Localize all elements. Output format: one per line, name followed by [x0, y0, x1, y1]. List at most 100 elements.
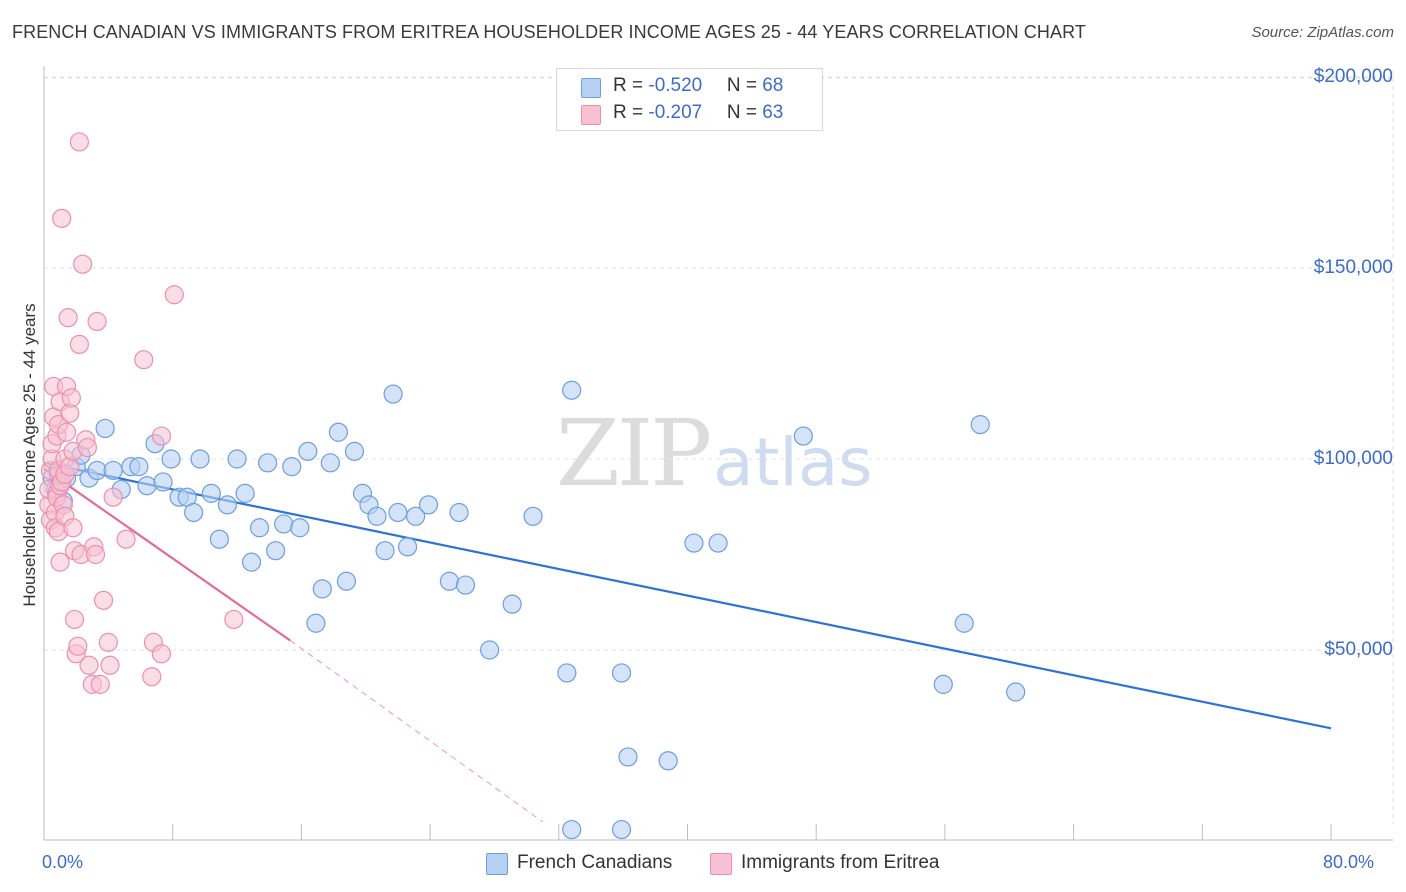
point-french-canadians [611, 819, 632, 840]
point-french-canadians [557, 663, 577, 683]
point-french-canadians [367, 506, 387, 526]
point-eritrea [58, 308, 78, 328]
y-tick-label: $50,000 [1324, 639, 1393, 660]
point-eritrea [56, 422, 77, 442]
point-french-canadians [161, 449, 181, 469]
n-value: 68 [762, 75, 784, 96]
point-french-canadians [684, 533, 704, 553]
source-note: Source: ZipAtlas.com [1251, 24, 1394, 41]
point-french-canadians [439, 571, 460, 591]
n-label: N = [726, 75, 763, 96]
point-french-canadians [103, 460, 123, 481]
point-french-canadians [562, 380, 582, 400]
point-french-canadians [328, 422, 349, 442]
point-french-canadians [954, 613, 974, 633]
point-eritrea [77, 437, 98, 458]
point-eritrea [142, 667, 162, 687]
point-eritrea [85, 544, 106, 565]
point-eritrea [73, 254, 93, 274]
point-french-canadians [388, 502, 408, 523]
chart-title: FRENCH CANADIAN VS IMMIGRANTS FROM ERITR… [12, 22, 1086, 42]
point-eritrea [52, 208, 72, 228]
trend-lines [43, 461, 1332, 823]
point-french-canadians [449, 502, 469, 523]
y-axis-label: Householder Income Ages 25 - 44 years [20, 303, 39, 607]
point-french-canadians [274, 514, 294, 534]
point-french-canadians [95, 418, 115, 439]
r-value: -0.520 [648, 75, 703, 96]
r-label: R = [613, 102, 649, 123]
r-value: -0.207 [648, 102, 703, 123]
point-eritrea [87, 311, 107, 332]
point-french-canadians [562, 819, 582, 840]
point-french-canadians [227, 449, 247, 469]
legend-label: French Canadians [517, 852, 673, 873]
trend-extension-eritrea [289, 640, 544, 823]
point-french-canadians [336, 571, 357, 591]
pink-swatch [581, 105, 601, 125]
point-french-canadians [184, 502, 204, 523]
point-french-canadians [298, 441, 318, 461]
n-value: 63 [762, 102, 784, 123]
y-tick-label: $150,000 [1313, 257, 1393, 278]
watermark: ZIPatlas [556, 400, 873, 507]
point-french-canadians [708, 533, 728, 553]
point-french-canadians [383, 384, 403, 404]
point-french-canadians [137, 476, 157, 496]
point-eritrea [64, 609, 85, 630]
data-points [39, 132, 1026, 840]
point-french-canadians [502, 594, 522, 614]
point-french-canadians [258, 453, 278, 473]
x-tick-label-max: 80.0% [1323, 852, 1375, 872]
point-french-canadians [1006, 682, 1026, 702]
legend-label: Immigrants from Eritrea [741, 852, 940, 873]
watermark-atlas: atlas [713, 424, 873, 501]
point-french-canadians [455, 575, 476, 595]
point-eritrea [50, 552, 70, 572]
n-label: N = [726, 102, 763, 123]
point-french-canadians [611, 663, 632, 683]
point-french-canadians [290, 518, 310, 538]
point-eritrea [164, 285, 184, 305]
point-french-canadians [282, 457, 302, 477]
point-french-canadians [190, 449, 210, 469]
point-french-canadians [217, 495, 237, 515]
point-eritrea [151, 426, 172, 446]
point-eritrea [79, 655, 99, 675]
point-french-canadians [209, 529, 229, 549]
point-french-canadians [87, 460, 107, 481]
point-eritrea [90, 674, 110, 694]
point-french-canadians [418, 495, 439, 515]
point-french-canadians [241, 552, 262, 572]
blue-swatch [581, 78, 601, 98]
point-french-canadians [375, 541, 395, 561]
trend-line-french-canadians [43, 461, 1332, 730]
point-eritrea [151, 644, 172, 664]
point-eritrea [69, 334, 89, 354]
point-eritrea [134, 350, 154, 370]
point-eritrea [103, 487, 123, 507]
point-eritrea [100, 655, 120, 675]
point-french-canadians [266, 541, 286, 561]
point-eritrea [63, 518, 83, 538]
point-eritrea [61, 388, 81, 408]
point-french-canadians [312, 579, 332, 599]
point-eritrea [116, 529, 136, 549]
stats-row-french-canadians: R = -0.520 N = 68 [557, 75, 822, 101]
axes [43, 66, 1393, 841]
point-french-canadians [933, 674, 953, 694]
point-french-canadians [235, 483, 255, 503]
y-tick-label: $200,000 [1313, 66, 1393, 87]
gridlines [44, 70, 1394, 824]
legend-swatch-blue [486, 853, 508, 875]
point-french-canadians [153, 472, 173, 492]
point-french-canadians [523, 506, 543, 526]
point-eritrea [69, 132, 89, 152]
trend-line-eritrea [43, 467, 291, 642]
legend-swatch-pink [710, 853, 732, 875]
x-tick-label-min: 0.0% [42, 852, 84, 872]
point-french-canadians [793, 426, 813, 446]
point-eritrea [68, 636, 88, 656]
watermark-zip: ZIP [556, 400, 712, 507]
